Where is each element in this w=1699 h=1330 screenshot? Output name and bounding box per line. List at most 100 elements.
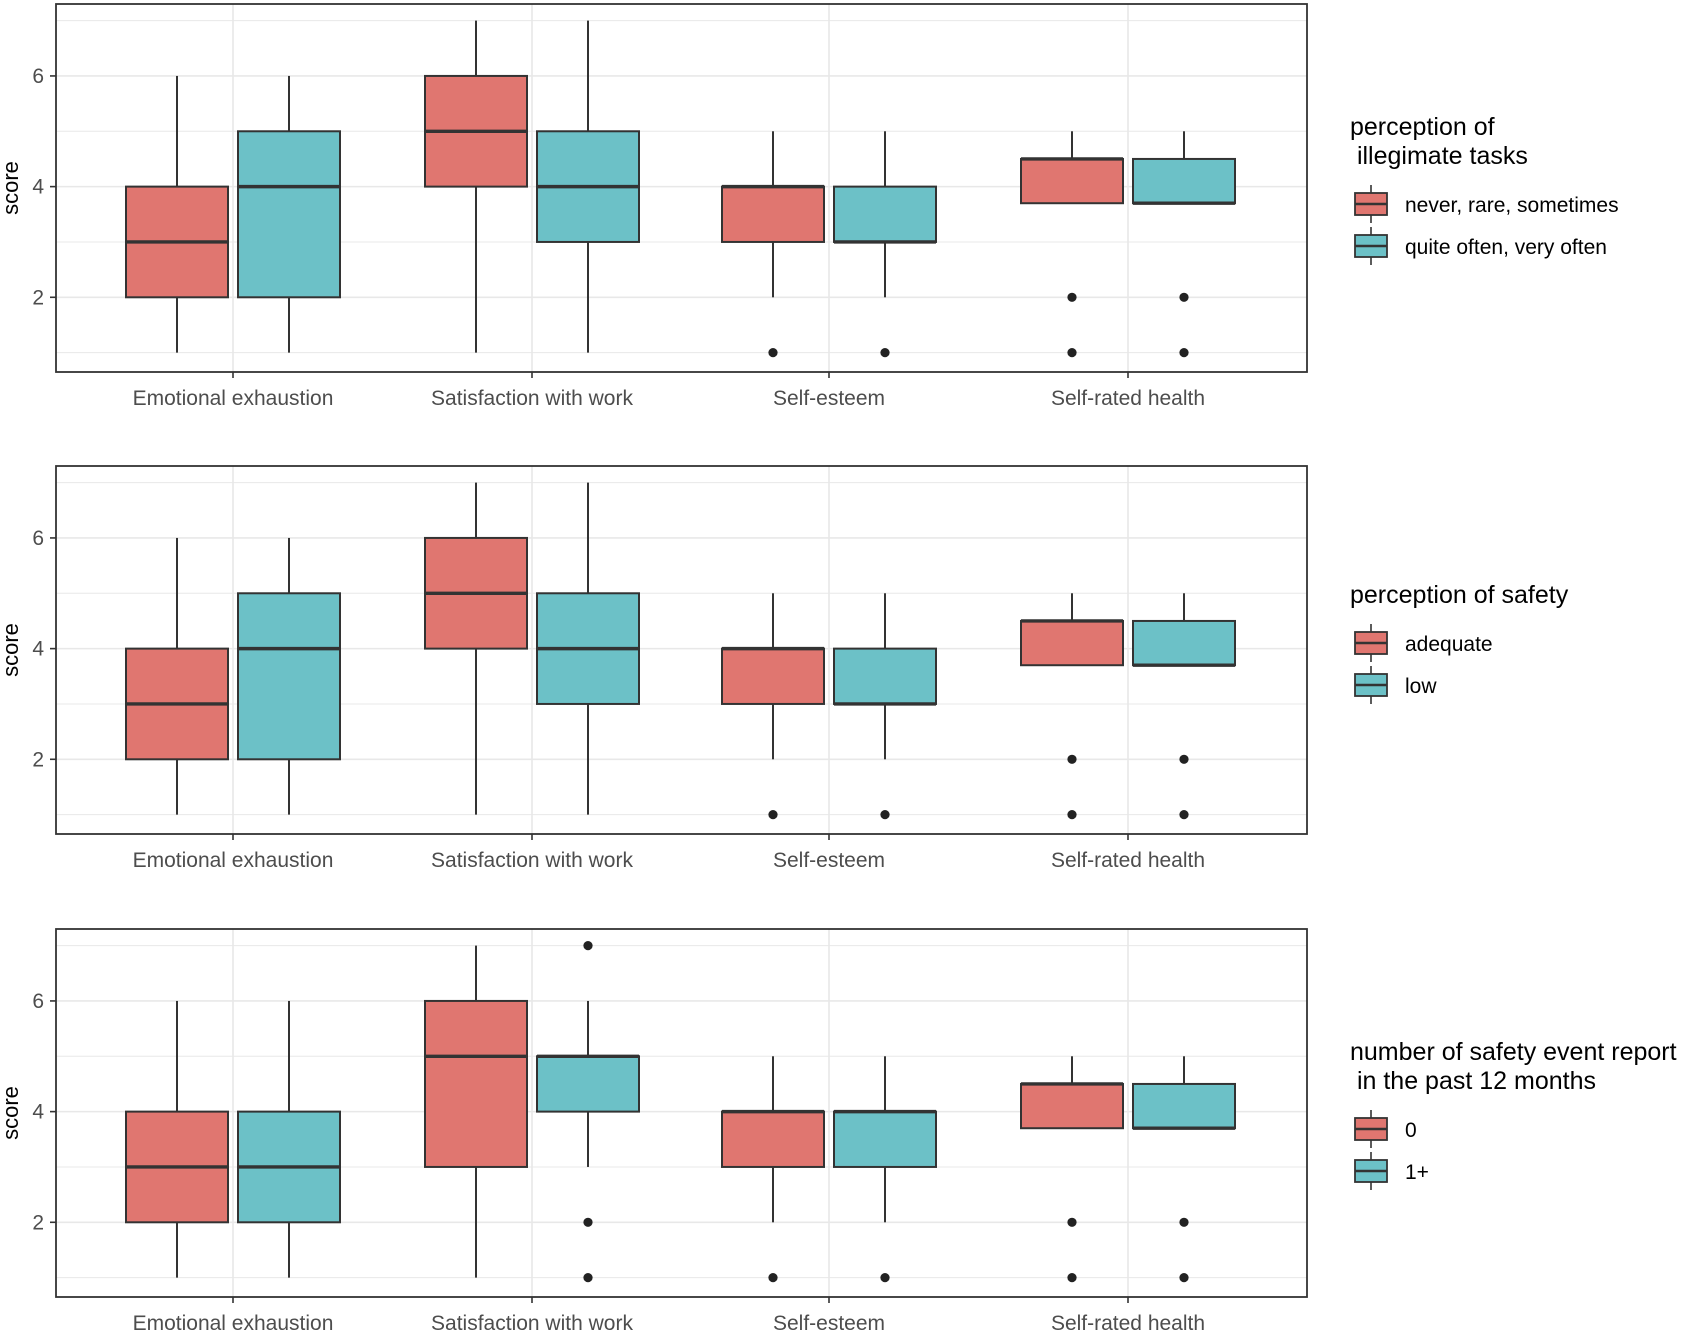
- box-body: [833, 185, 937, 243]
- box-body: [721, 185, 825, 243]
- y-tick-label: 4: [32, 638, 44, 661]
- box-a-4: [1020, 1056, 1124, 1283]
- box-body: [721, 1110, 825, 1168]
- outlier-point: [1179, 810, 1189, 820]
- outlier-point: [1179, 1217, 1189, 1227]
- legend-label: 0: [1405, 1119, 1417, 1142]
- x-tick-label: Satisfaction with work: [431, 849, 633, 872]
- outlier-point: [768, 1273, 778, 1283]
- box-b-2: [536, 482, 640, 815]
- box-a-1: [125, 75, 229, 353]
- x-tick-label: Emotional exhaustion: [133, 849, 334, 872]
- box-a-4: [1020, 131, 1124, 358]
- outlier-point: [880, 1273, 890, 1283]
- x-tick-label: Satisfaction with work: [431, 387, 633, 410]
- box-body: [833, 647, 937, 705]
- box-a-2: [424, 482, 528, 815]
- y-tick-label: 2: [32, 1211, 44, 1234]
- box-a-4: [1020, 593, 1124, 820]
- y-axis-title: score: [0, 161, 23, 215]
- box-a-1: [125, 537, 229, 815]
- box-a-3: [721, 593, 825, 820]
- legend-key-2: 1+: [1354, 1152, 1429, 1190]
- box-a-2: [424, 20, 528, 353]
- legend-label: never, rare, sometimes: [1405, 194, 1619, 217]
- box-a-3: [721, 1056, 825, 1283]
- x-tick-label: Emotional exhaustion: [133, 1312, 334, 1330]
- x-tick-label: Self-rated health: [1051, 849, 1205, 872]
- x-tick-label: Self-esteem: [773, 1312, 885, 1330]
- legend-title-line: perception of: [1350, 113, 1495, 141]
- legend: perception of illegimate tasks never, rar…: [1350, 113, 1619, 265]
- outlier-point: [768, 810, 778, 820]
- y-tick-label: 4: [32, 176, 44, 199]
- y-axis-title: score: [0, 1086, 23, 1140]
- panel-border: [55, 928, 1308, 1298]
- box-body: [1132, 157, 1236, 205]
- legend-label: quite often, very often: [1405, 236, 1607, 259]
- outlier-point: [1067, 810, 1077, 820]
- box-body: [1020, 619, 1124, 667]
- y-axis-title: score: [0, 623, 23, 677]
- legend-key-1: never, rare, sometimes: [1354, 185, 1619, 223]
- outlier-point: [1179, 1273, 1189, 1283]
- legend-title-line: illegimate tasks: [1350, 142, 1528, 170]
- x-tick-label: Self-rated health: [1051, 387, 1205, 410]
- box-body: [237, 130, 341, 299]
- legend-key-2: quite often, very often: [1354, 227, 1607, 265]
- box-a-2: [424, 945, 528, 1278]
- outlier-point: [583, 1217, 593, 1227]
- panel-1: 2 4 6 Emotional exhaustion Satisfaction with…: [0, 3, 1619, 410]
- legend-label: low: [1405, 675, 1437, 698]
- x-tick-label: Self-esteem: [773, 849, 885, 872]
- outlier-point: [1179, 754, 1189, 764]
- box-body: [833, 1110, 937, 1168]
- box-body: [721, 647, 825, 705]
- outlier-point: [583, 941, 593, 951]
- y-tick-label: 2: [32, 748, 44, 771]
- outlier-point: [1067, 1273, 1077, 1283]
- panel-2: 2 4 6 Emotional exhaustion Satisfaction with…: [0, 465, 1569, 872]
- y-tick-label: 6: [32, 527, 44, 550]
- legend: perception of safety adequate low: [1350, 581, 1569, 704]
- legend-key-1: 0: [1354, 1110, 1417, 1148]
- box-a-3: [721, 131, 825, 358]
- panel-3: 2 4 6 Emotional exhaustion Satisfaction with…: [0, 928, 1677, 1330]
- outlier-point: [1067, 292, 1077, 302]
- box-b-1: [237, 1000, 341, 1278]
- box-b-1: [237, 75, 341, 353]
- legend-key-1: adequate: [1354, 624, 1493, 662]
- box-body: [536, 1055, 640, 1113]
- box-body: [1132, 1082, 1236, 1130]
- box-body: [424, 999, 528, 1168]
- box-b-2: [536, 20, 640, 353]
- box-b-1: [237, 537, 341, 815]
- x-tick-label: Satisfaction with work: [431, 1312, 633, 1330]
- legend-label: 1+: [1405, 1161, 1429, 1184]
- y-tick-label: 6: [32, 990, 44, 1013]
- legend-key-2: low: [1354, 666, 1437, 704]
- legend: number of safety event report in the pas…: [1350, 1038, 1677, 1190]
- outlier-point: [1067, 348, 1077, 358]
- box-b-3: [833, 593, 937, 820]
- box-b-2: [536, 941, 640, 1283]
- legend-title-line: in the past 12 months: [1350, 1067, 1596, 1095]
- outlier-point: [1067, 754, 1077, 764]
- outlier-point: [1179, 292, 1189, 302]
- box-body: [1132, 619, 1236, 667]
- box-b-4: [1132, 593, 1236, 820]
- x-tick-label: Emotional exhaustion: [133, 387, 334, 410]
- box-b-4: [1132, 1056, 1236, 1283]
- outlier-point: [880, 348, 890, 358]
- box-body: [237, 592, 341, 761]
- y-tick-label: 2: [32, 286, 44, 309]
- x-tick-label: Self-esteem: [773, 387, 885, 410]
- box-b-3: [833, 131, 937, 358]
- box-body: [1020, 157, 1124, 205]
- outlier-point: [583, 1273, 593, 1283]
- box-b-3: [833, 1056, 937, 1283]
- legend-title-line: number of safety event report: [1350, 1038, 1677, 1066]
- panel-border: [55, 465, 1308, 835]
- box-a-1: [125, 1000, 229, 1278]
